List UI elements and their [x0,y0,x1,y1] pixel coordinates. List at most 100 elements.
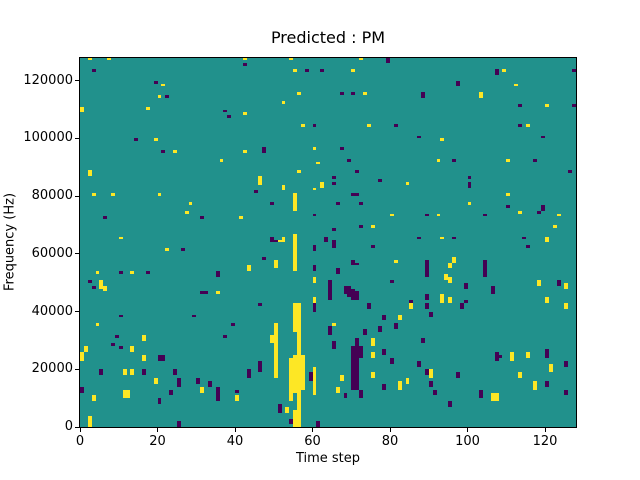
heatmap-cell [359,389,363,399]
heatmap-cell [215,386,220,402]
heatmap-cell [204,291,208,295]
heatmap-cell [142,355,146,361]
heatmap-cell [541,135,545,139]
heatmap-cell [200,216,204,220]
heatmap-cell [463,300,468,304]
heatmap-cell [312,303,317,312]
heatmap-cell [517,103,522,107]
heatmap-cell [130,369,135,376]
heatmap-cell [111,343,115,347]
heatmap-cell [200,386,204,393]
x-tick-mark [389,428,391,433]
heatmap-cell [114,334,119,338]
heatmap-cell [331,181,336,185]
heatmap-cell [436,158,441,162]
heatmap-cell [362,329,367,335]
heatmap-cell [157,193,162,197]
heatmap-cell [421,92,425,98]
heatmap-cell [157,355,162,361]
heatmap-cell [215,271,220,278]
heatmap-cell [366,124,371,127]
heatmap-cell [572,69,576,73]
heatmap-cell [490,285,495,295]
heatmap-cell [339,147,344,150]
heatmap-cell [517,210,522,214]
heatmap-cell [479,92,483,98]
heatmap-cell [514,83,518,87]
heatmap-cell [328,326,332,335]
heatmap-cell [498,355,503,358]
heatmap-cell [320,181,325,188]
heatmap-cell [316,421,321,428]
heatmap-cell [331,227,336,231]
heatmap-cell [165,95,170,98]
heatmap-cell [455,80,460,87]
heatmap-cell [161,149,166,153]
heatmap-cell [378,326,383,332]
heatmap-cell [355,170,359,174]
y-axis-label: Frequency (Hz) [2,192,18,292]
heatmap-cell [161,83,166,87]
heatmap-cell [246,369,251,379]
heatmap-cell [157,398,162,405]
heatmap-cell [525,124,530,127]
heatmap-cell [118,346,123,350]
heatmap-cell [463,282,468,289]
y-tick-mark [75,137,79,139]
y-tick-label: 40000 [31,303,73,319]
heatmap-cell [262,256,266,260]
heatmap-cell [87,57,92,61]
heatmap-cell [107,57,111,61]
x-tick-mark [79,428,81,433]
heatmap-cell [370,372,375,379]
heatmap-cell [525,352,530,358]
x-tick-mark [157,428,158,433]
heatmap-cell [312,297,317,304]
heatmap-cell [297,303,301,428]
heatmap-cell [409,303,414,309]
heatmap-cell [397,314,402,321]
heatmap-cell [269,236,274,243]
heatmap-cell [351,69,356,73]
heatmap-cell [242,57,247,61]
heatmap-cell [452,256,456,263]
heatmap-cell [118,271,123,275]
heatmap-cell [366,303,371,309]
heatmap-cell [231,323,235,327]
heatmap-cell [390,279,394,283]
x-tick-mark [544,428,546,433]
y-tick-mark [75,253,79,255]
heatmap-cell [118,236,123,240]
heatmap-cell [347,285,352,298]
heatmap-cell [440,138,445,142]
heatmap-cell [219,158,224,162]
heatmap-cell [417,236,421,240]
heatmap-cell [169,389,173,396]
heatmap-cell [351,92,356,96]
heatmap-cell [490,392,495,402]
heatmap-cell [192,314,197,318]
heatmap-cell [517,124,522,127]
heatmap-cell [165,248,170,252]
heatmap-cell [223,334,228,338]
heatmap-cell [405,181,410,185]
y-tick-mark [75,426,79,428]
heatmap-cell [359,225,363,228]
heatmap-cell [545,103,549,107]
heatmap-cell [409,300,414,304]
heatmap-cell [196,378,201,384]
heatmap-cell [91,285,96,289]
heatmap-cell [370,352,375,358]
heatmap-cell [312,213,317,217]
heatmap-cell [448,277,452,283]
heatmap-cell [541,204,545,211]
heatmap-cell [111,193,115,197]
heatmap-cell [564,282,569,289]
heatmap-cell [564,389,569,396]
heatmap-cell [424,369,429,376]
heatmap-cell [269,334,274,344]
heatmap-cell [382,383,387,390]
heatmap-cell [312,366,317,396]
heatmap-cell [405,378,410,384]
heatmap-cell [436,213,441,217]
